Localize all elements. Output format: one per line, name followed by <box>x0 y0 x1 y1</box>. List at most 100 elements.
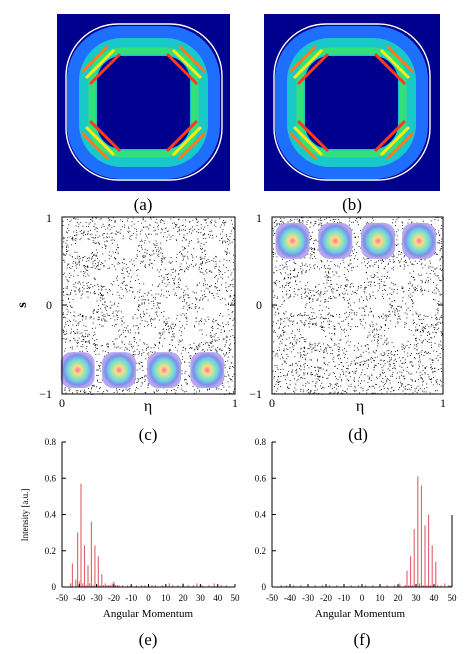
phase-point <box>345 286 347 287</box>
phase-point <box>203 283 204 285</box>
phase-point <box>417 329 419 331</box>
phase-point <box>423 318 425 320</box>
phase-point <box>68 319 70 321</box>
phase-point <box>408 295 410 297</box>
phase-point <box>87 257 88 259</box>
phase-point <box>289 347 291 349</box>
phase-point <box>195 297 196 299</box>
phase-point <box>312 298 314 300</box>
phase-point <box>289 259 291 261</box>
phase-point <box>180 340 182 342</box>
phase-point <box>301 377 303 378</box>
phase-point <box>418 364 420 366</box>
phase-point <box>140 239 142 241</box>
phase-point <box>288 325 290 327</box>
phase-point <box>392 368 394 369</box>
phase-point <box>365 265 366 267</box>
phase-point <box>362 351 364 353</box>
phase-point <box>322 326 323 328</box>
phase-point <box>344 328 345 330</box>
phase-point <box>363 360 365 362</box>
phase-point <box>116 249 117 251</box>
phase-point <box>355 370 357 372</box>
phase-point <box>215 287 217 289</box>
phase-point <box>97 284 99 286</box>
phase-point <box>314 249 315 251</box>
phase-point <box>383 298 384 299</box>
phase-point <box>181 253 182 255</box>
phase-point <box>428 290 429 292</box>
phase-point <box>182 339 183 341</box>
phase-point <box>197 349 199 351</box>
phase-point <box>320 325 322 327</box>
phase-point <box>305 284 307 286</box>
phase-point <box>209 292 211 294</box>
phase-point <box>90 230 91 232</box>
phase-point <box>93 277 95 279</box>
phase-point <box>90 267 92 269</box>
phase-point <box>106 344 108 346</box>
phase-point <box>328 327 330 329</box>
phase-point <box>109 307 111 309</box>
cavity-boundary <box>65 23 223 181</box>
phase-point <box>148 323 149 325</box>
phase-point <box>296 371 298 373</box>
phase-point <box>174 283 175 284</box>
x-tick-label: -10 <box>338 593 350 603</box>
phase-point <box>80 222 82 224</box>
phase-point <box>106 240 108 242</box>
phase-point <box>156 233 158 235</box>
phase-point <box>313 323 314 325</box>
phase-point <box>415 313 417 315</box>
phase-point <box>294 378 295 380</box>
phase-point <box>144 325 145 327</box>
phase-point <box>389 310 390 312</box>
phase-point <box>331 298 333 299</box>
y-axis-label: Intensity [a.u.] <box>20 489 30 542</box>
phase-point <box>376 333 378 335</box>
phase-point <box>411 285 413 287</box>
phase-point <box>433 289 435 291</box>
phase-point <box>64 387 66 389</box>
phase-point <box>289 290 290 291</box>
phase-point <box>309 321 311 323</box>
phase-point <box>200 321 202 322</box>
phase-point <box>75 333 76 334</box>
phase-point <box>320 348 322 350</box>
phase-point <box>111 226 113 228</box>
phase-point <box>170 274 172 276</box>
phase-point <box>293 268 295 270</box>
phase-point <box>387 342 389 344</box>
phase-point <box>290 219 292 221</box>
phase-point <box>419 339 420 341</box>
phase-point <box>339 354 341 356</box>
phase-point <box>233 300 235 302</box>
phase-point <box>369 265 371 266</box>
phase-point <box>276 298 278 299</box>
phase-point <box>85 348 87 350</box>
phase-point <box>196 391 197 393</box>
phase-point <box>107 217 109 219</box>
phase-point <box>422 370 424 371</box>
phase-point <box>138 304 140 306</box>
phase-point <box>298 340 300 342</box>
phase-point <box>403 386 405 388</box>
phase-point <box>93 335 95 337</box>
phase-point <box>84 266 86 268</box>
phase-point <box>380 363 382 365</box>
phase-point <box>398 305 400 307</box>
phase-point <box>101 320 103 322</box>
phase-point <box>86 288 88 289</box>
phase-point <box>214 286 216 287</box>
phase-point <box>345 335 347 337</box>
phase-point <box>157 304 158 306</box>
phase-point <box>98 260 100 262</box>
phase-point <box>372 295 374 296</box>
phase-point <box>398 316 400 317</box>
phase-point <box>391 288 393 290</box>
phase-point <box>185 370 187 372</box>
phase-point <box>416 349 418 351</box>
phase-point <box>65 251 67 252</box>
phase-point <box>303 369 305 371</box>
phase-point <box>204 219 206 221</box>
